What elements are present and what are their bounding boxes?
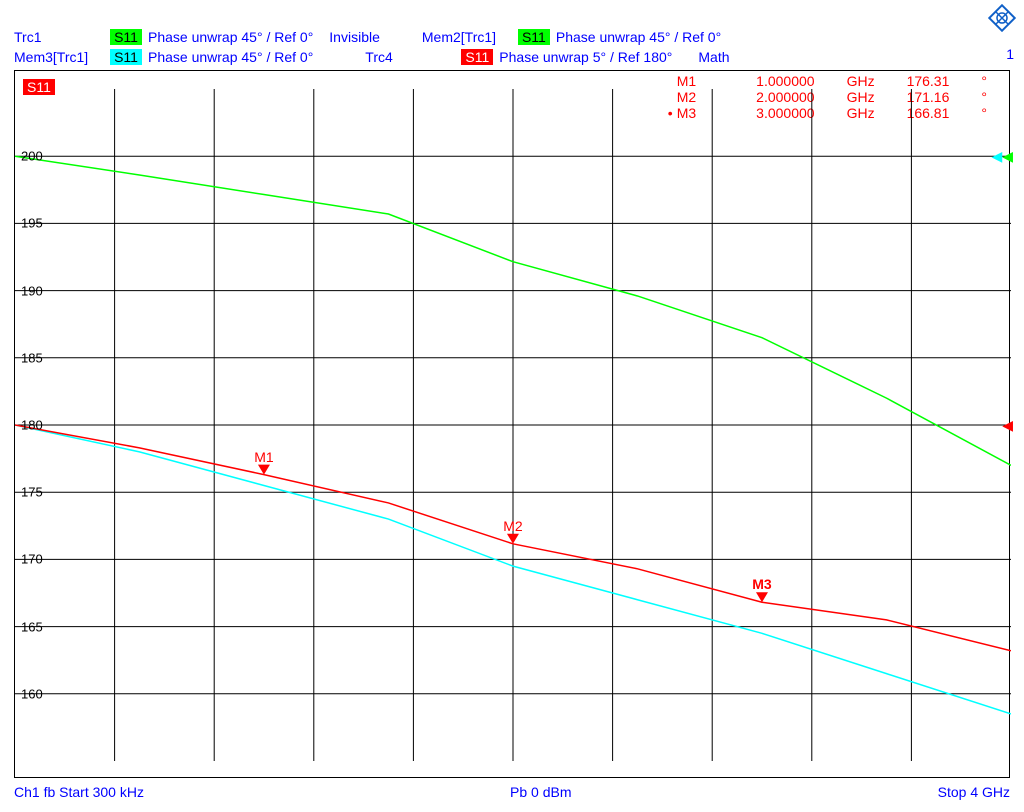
trace-name: Trc4: [365, 49, 455, 65]
y-tick-label: 200: [21, 149, 43, 164]
y-tick-label: 160: [21, 686, 43, 701]
marker-label[interactable]: M2: [503, 518, 522, 534]
trace-extra: Invisible: [329, 29, 380, 45]
chart-area[interactable]: S11 M11.000000GHz176.31°M22.000000GHz171…: [14, 70, 1010, 778]
y-tick-label: 185: [21, 350, 43, 365]
footer-right: Stop 4 GHz: [938, 784, 1010, 800]
trace-name: Mem2[Trc1]: [422, 29, 512, 45]
trace-param-tag: S11: [110, 49, 142, 65]
trace-spec: Phase unwrap 45° / Ref 0°: [148, 49, 313, 65]
trace-spec: Phase unwrap 5° / Ref 180°: [499, 49, 672, 65]
y-tick-label: 170: [21, 552, 43, 567]
y-tick-label: 190: [21, 283, 43, 298]
trace-header: Trc1 S11 Phase unwrap 45° / Ref 0° Invisibl…: [14, 28, 984, 66]
status-footer: Ch1 fb Start 300 kHz Pb 0 dBm Stop 4 GHz: [14, 784, 1010, 800]
trace-param-tag: S11: [518, 29, 550, 45]
trace-spec: Phase unwrap 45° / Ref 0°: [556, 29, 721, 45]
y-tick-label: 175: [21, 485, 43, 500]
y-tick-label: 180: [21, 418, 43, 433]
marker-label[interactable]: M3: [752, 576, 771, 592]
page-number: 1: [1006, 46, 1014, 62]
trace-spec: Phase unwrap 45° / Ref 0°: [148, 29, 313, 45]
footer-center: Pb 0 dBm: [510, 784, 571, 800]
trace-param-tag: S11: [461, 49, 493, 65]
trace-name: Trc1: [14, 29, 104, 45]
marker-label[interactable]: M1: [254, 449, 273, 465]
brand-logo: [988, 4, 1016, 35]
plot-area[interactable]: 160165170175180185190195200 M1M2M3 ◀◀◀: [15, 89, 1011, 761]
trace-param-tag: S11: [110, 29, 142, 45]
marker-row: M11.000000GHz176.31°: [668, 73, 999, 89]
y-tick-label: 165: [21, 619, 43, 634]
y-tick-label: 195: [21, 216, 43, 231]
chart-svg: [15, 89, 1011, 761]
trace-extra: Math: [698, 49, 729, 65]
ref-level-arrow: ◀◀: [991, 149, 1013, 163]
trace-name: Mem3[Trc1]: [14, 49, 104, 65]
footer-left: Ch1 fb Start 300 kHz: [14, 784, 144, 800]
ref-level-arrow: ◀: [1002, 418, 1013, 432]
